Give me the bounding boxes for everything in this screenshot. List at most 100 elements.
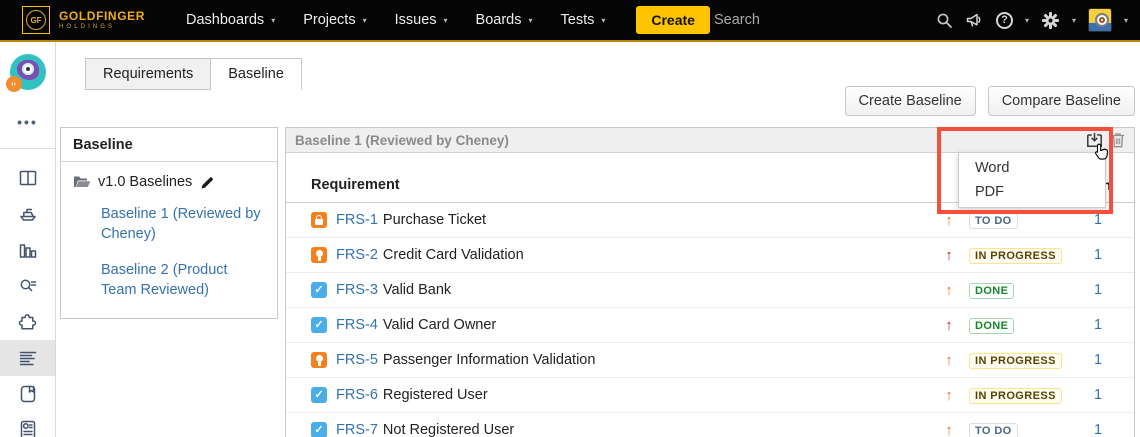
megaphone-icon[interactable] (965, 11, 984, 29)
priority-high-icon (929, 282, 969, 299)
issue-summary: Registered User (382, 387, 488, 403)
nav-menu-issues[interactable]: Issues ▾ (384, 6, 459, 34)
baseline-links: Baseline 1 (Reviewed by Cheney) Baseline… (101, 205, 265, 300)
sidebar-item-addons[interactable] (0, 304, 55, 340)
create-button[interactable]: Create (636, 6, 710, 34)
issue-key-link[interactable]: FRS-5 (336, 352, 378, 368)
delete-baseline-button[interactable] (1111, 132, 1125, 148)
table-row[interactable]: FRS-1 Purchase Ticket TO DO 1 (286, 203, 1134, 238)
navbar-right: ? ▾ ▾ ▾ (713, 8, 1128, 32)
sidebar-item-pages[interactable] (0, 376, 55, 412)
issue-type-bulb-icon (311, 352, 327, 368)
board-columns-icon (19, 170, 36, 186)
export-pdf-option[interactable]: PDF (975, 184, 1004, 200)
baseline-tree-panel: Baseline v1.0 Baselines Baseline 1 (Revi… (60, 127, 278, 320)
baseline-folder[interactable]: v1.0 Baselines (73, 174, 265, 190)
tab-requirements[interactable]: Requirements (85, 58, 211, 90)
issue-type-task-icon (311, 317, 327, 333)
tab-baseline[interactable]: Baseline (210, 58, 302, 90)
revision-count-link[interactable]: 1 (1094, 422, 1103, 437)
issue-summary: Valid Bank (382, 282, 452, 298)
status-badge: TO DO (969, 212, 1018, 229)
revision-count-link[interactable]: 1 (1094, 212, 1103, 228)
chevron-down-icon: ▾ (601, 15, 606, 25)
export-icon (1087, 132, 1102, 148)
issue-type-task-icon (311, 282, 327, 298)
sidebar-item-reports[interactable] (0, 232, 55, 268)
issue-key-link[interactable]: FRS-3 (336, 282, 378, 298)
sidebar-divider (0, 148, 55, 149)
issue-key-link[interactable]: FRS-7 (336, 422, 378, 437)
baseline-detail-title: Baseline 1 (Reviewed by Cheney) (295, 132, 509, 148)
search-icon[interactable] (936, 12, 953, 29)
folder-label: v1.0 Baselines (98, 174, 193, 190)
table-row[interactable]: FRS-2 Credit Card Validation IN PROGRESS… (286, 238, 1134, 273)
bar-chart-icon (19, 244, 36, 258)
baseline-panel-title: Baseline (61, 128, 277, 162)
help-icon[interactable]: ? (995, 11, 1013, 29)
chevron-down-icon: ▾ (1024, 15, 1029, 25)
brand-text: GOLDFINGER HOLDINGS (59, 8, 145, 31)
brand-name: GOLDFINGER (59, 8, 145, 23)
create-baseline-button[interactable]: Create Baseline (844, 86, 976, 116)
brand-logo[interactable]: GF GOLDFINGER HOLDINGS (22, 6, 145, 34)
issue-key-link[interactable]: FRS-6 (336, 387, 378, 403)
search-input[interactable] (713, 12, 924, 28)
puzzle-icon (18, 314, 36, 330)
sidebar-item-project-report[interactable] (0, 412, 55, 437)
issue-summary: Purchase Ticket (382, 212, 487, 228)
table-row[interactable]: FRS-3 Valid Bank DONE 1 (286, 273, 1134, 308)
table-row[interactable]: FRS-5 Passenger Information Validation I… (286, 343, 1134, 378)
table-row[interactable]: FRS-4 Valid Card Owner DONE 1 (286, 308, 1134, 343)
export-word-option[interactable]: Word (975, 160, 1010, 176)
project-avatar[interactable]: ‹› (5, 54, 46, 92)
project-sidebar: ‹› ••• (0, 42, 56, 437)
issue-key-link[interactable]: FRS-4 (336, 317, 378, 333)
baseline-link-2[interactable]: Baseline 2 (Product Team Reviewed) (101, 262, 228, 298)
user-avatar[interactable] (1087, 8, 1112, 32)
edit-pencil-icon[interactable] (201, 176, 214, 189)
goldfinger-logo-icon: GF (22, 6, 50, 34)
issue-summary: Passenger Information Validation (382, 352, 596, 368)
logo-monogram: GF (30, 15, 42, 25)
sidebar-item-releases[interactable] (0, 196, 55, 232)
baseline-panel-body: v1.0 Baselines Baseline 1 (Reviewed by C… (61, 162, 277, 318)
nav-menu-dashboards[interactable]: Dashboards ▾ (175, 6, 286, 34)
status-badge: IN PROGRESS (969, 387, 1062, 404)
baseline-link-1[interactable]: Baseline 1 (Reviewed by Cheney) (101, 206, 261, 242)
issue-key-link[interactable]: FRS-1 (336, 212, 378, 228)
table-row[interactable]: FRS-6 Registered User IN PROGRESS 1 (286, 378, 1134, 413)
nav-menu-projects[interactable]: Projects ▾ (292, 6, 377, 34)
revision-count-link[interactable]: 1 (1094, 317, 1103, 333)
more-icon[interactable]: ••• (17, 114, 38, 130)
nav-menu-boards[interactable]: Boards ▾ (465, 6, 544, 34)
nav-menu-tests[interactable]: Tests ▾ (550, 6, 617, 34)
sidebar-item-requirements[interactable] (0, 340, 55, 376)
avatar-image (1087, 8, 1112, 32)
issue-key-link[interactable]: FRS-2 (336, 247, 378, 263)
table-row[interactable]: FRS-7 Not Registered User TO DO 1 (286, 413, 1134, 437)
top-navbar: GF GOLDFINGER HOLDINGS Dashboards ▾ Proje… (0, 0, 1140, 42)
sidebar-item-issues[interactable] (0, 268, 55, 304)
issue-summary: Not Registered User (382, 422, 515, 437)
revision-count-link[interactable]: 1 (1094, 247, 1103, 263)
question-mark-icon: ? (995, 11, 1013, 29)
export-button[interactable] (1086, 132, 1103, 148)
chevron-down-icon: ▾ (443, 15, 448, 25)
revision-count-link[interactable]: 1 (1094, 282, 1103, 298)
menu-label: Dashboards (186, 12, 265, 28)
column-header-requirement: Requirement (311, 177, 400, 193)
priority-high-icon (929, 422, 969, 437)
chevron-down-icon: ▾ (528, 15, 533, 25)
revision-count-link[interactable]: 1 (1094, 352, 1103, 368)
compare-baseline-button[interactable]: Compare Baseline (987, 86, 1135, 116)
menu-label: Boards (475, 12, 522, 28)
sidebar-item-board[interactable] (0, 160, 55, 196)
gear-icon[interactable] (1041, 11, 1060, 30)
priority-highest-icon (929, 317, 969, 334)
avatar-app-badge: ‹› (5, 76, 22, 92)
baseline-actions: Create Baseline Compare Baseline (844, 86, 1135, 116)
view-tabs: Requirements Baseline (85, 58, 302, 90)
revision-count-link[interactable]: 1 (1094, 387, 1103, 403)
